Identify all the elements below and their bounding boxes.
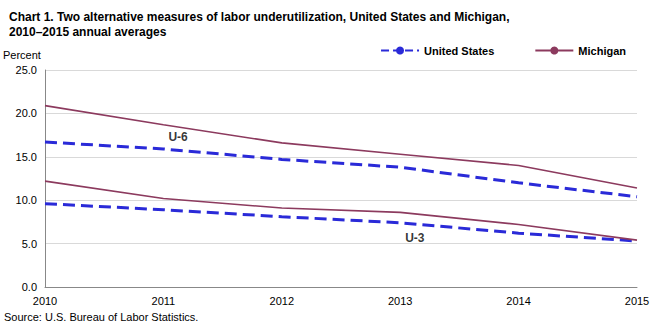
- svg-text:2015: 2015: [625, 295, 649, 307]
- svg-text:2013: 2013: [388, 295, 412, 307]
- svg-text:Michigan: Michigan: [578, 45, 626, 57]
- svg-text:5.0: 5.0: [22, 238, 37, 250]
- svg-text:15.0: 15.0: [16, 151, 37, 163]
- svg-text:2012: 2012: [270, 295, 294, 307]
- svg-text:0.0: 0.0: [22, 281, 37, 293]
- svg-text:U-6: U-6: [168, 130, 188, 144]
- svg-text:2014: 2014: [506, 295, 530, 307]
- svg-text:10.0: 10.0: [16, 194, 37, 206]
- svg-text:Percent: Percent: [3, 49, 41, 61]
- svg-text:25.0: 25.0: [16, 64, 37, 76]
- svg-text:2010–2015 annual averages: 2010–2015 annual averages: [9, 25, 167, 39]
- svg-text:U-3: U-3: [405, 231, 425, 245]
- svg-text:Source: U.S. Bureau of Labor S: Source: U.S. Bureau of Labor Statistics.: [4, 311, 198, 323]
- svg-text:United States: United States: [424, 45, 494, 57]
- svg-text:Chart 1. Two alternative measu: Chart 1. Two alternative measures of lab…: [9, 10, 513, 24]
- svg-text:2011: 2011: [152, 295, 176, 307]
- svg-text:2010: 2010: [33, 295, 57, 307]
- svg-text:20.0: 20.0: [16, 107, 37, 119]
